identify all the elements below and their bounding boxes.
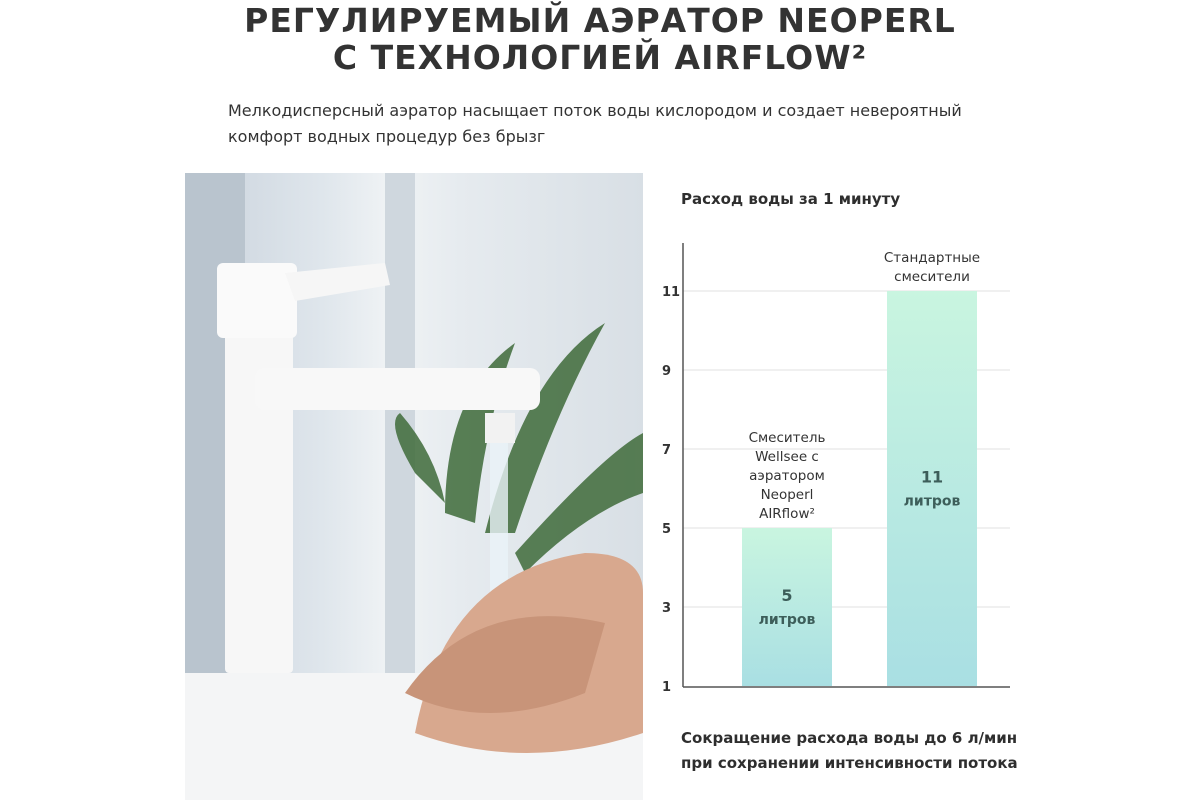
bar bbox=[742, 528, 832, 686]
category-label: Neoperl bbox=[761, 487, 814, 503]
y-tick-label: 3 bbox=[662, 601, 671, 616]
category-label: Смеситель bbox=[749, 430, 826, 446]
category-label: аэратором bbox=[749, 468, 825, 484]
page-title: РЕГУЛИРУЕМЫЙ АЭРАТОР NEOPERL С ТЕХНОЛОГИ… bbox=[0, 2, 1200, 76]
category-label: Стандартные bbox=[884, 250, 980, 266]
y-tick-label: 5 bbox=[662, 522, 671, 537]
footnote-line-2: при сохранении интенсивности потока bbox=[681, 754, 1018, 772]
faucet-hands-photo bbox=[185, 173, 643, 800]
footnote-line-1: Сокращение расхода воды до 6 л/мин bbox=[681, 729, 1018, 747]
chart-footnote: Сокращение расхода воды до 6 л/мин при с… bbox=[681, 726, 1018, 776]
category-label: смесители bbox=[894, 269, 970, 285]
category-label: Wellsee с bbox=[755, 449, 819, 465]
y-tick-label: 1 bbox=[662, 680, 671, 695]
y-tick-label: 9 bbox=[662, 364, 671, 379]
bar-value-label: 5 bbox=[781, 586, 792, 605]
y-tick-label: 11 bbox=[662, 285, 680, 300]
chart-title: Расход воды за 1 минуту bbox=[681, 190, 901, 208]
bar-unit-label: литров bbox=[759, 612, 816, 628]
bar-value-label: 11 bbox=[921, 468, 943, 487]
subtitle: Мелкодисперсный аэратор насыщает поток в… bbox=[228, 101, 962, 146]
title-line-2: С ТЕХНОЛОГИЕЙ AIRFLOW² bbox=[332, 38, 868, 77]
title-line-1: РЕГУЛИРУЕМЫЙ АЭРАТОР NEOPERL bbox=[244, 1, 956, 40]
bar-unit-label: литров bbox=[904, 494, 961, 510]
bar bbox=[887, 291, 977, 686]
y-tick-label: 7 bbox=[662, 443, 671, 458]
category-label: AIRflow² bbox=[759, 506, 815, 522]
